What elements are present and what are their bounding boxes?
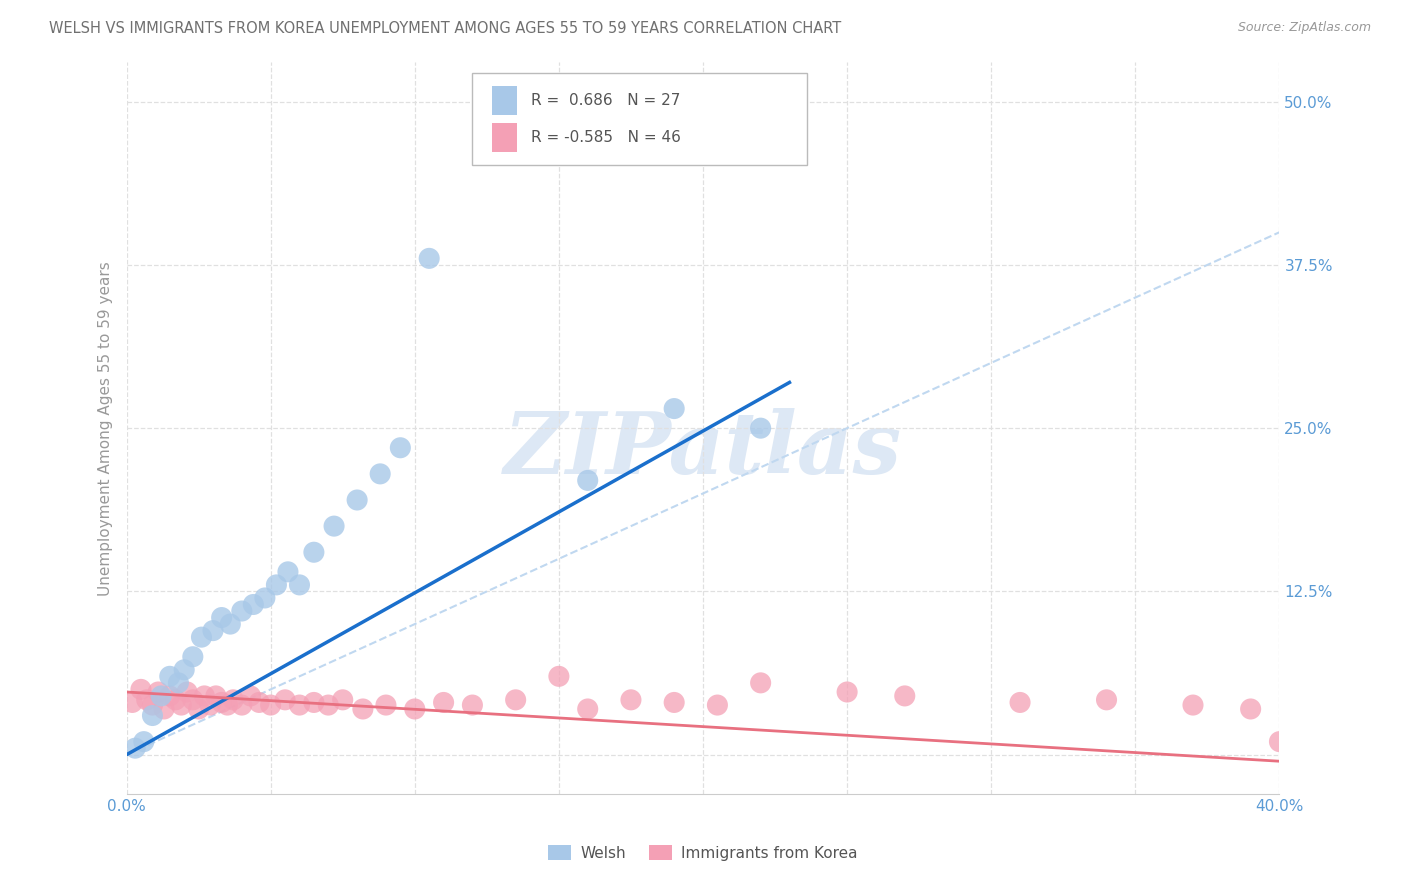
Point xyxy=(576,474,599,488)
Point xyxy=(274,693,297,707)
Legend: Welsh, Immigrants from Korea: Welsh, Immigrants from Korea xyxy=(543,838,863,867)
Point xyxy=(404,702,426,716)
Point xyxy=(318,698,340,712)
Point xyxy=(664,696,686,710)
Point xyxy=(332,693,354,707)
Point xyxy=(323,519,346,533)
Point xyxy=(247,696,270,710)
Point xyxy=(346,493,368,508)
Point xyxy=(706,698,728,712)
Point xyxy=(288,698,311,712)
Point xyxy=(1010,696,1032,710)
Point xyxy=(548,669,571,683)
FancyBboxPatch shape xyxy=(492,86,517,115)
Point xyxy=(211,696,233,710)
Point xyxy=(153,702,176,716)
Point xyxy=(205,689,228,703)
Text: WELSH VS IMMIGRANTS FROM KOREA UNEMPLOYMENT AMONG AGES 55 TO 59 YEARS CORRELATIO: WELSH VS IMMIGRANTS FROM KOREA UNEMPLOYM… xyxy=(49,21,841,36)
Text: Source: ZipAtlas.com: Source: ZipAtlas.com xyxy=(1237,21,1371,34)
Text: R =  0.686   N = 27: R = 0.686 N = 27 xyxy=(531,93,681,108)
Point xyxy=(389,441,412,455)
Point xyxy=(198,698,221,712)
Point xyxy=(170,698,193,712)
Point xyxy=(121,696,143,710)
Point xyxy=(129,682,152,697)
Point xyxy=(219,617,242,632)
Point xyxy=(132,734,155,748)
Point xyxy=(165,693,187,707)
Point xyxy=(352,702,374,716)
Point xyxy=(231,698,253,712)
Point xyxy=(187,702,209,716)
Point xyxy=(202,624,225,638)
Point xyxy=(211,610,233,624)
Point xyxy=(266,578,288,592)
Point xyxy=(193,689,215,703)
Point xyxy=(505,693,527,707)
Y-axis label: Unemployment Among Ages 55 to 59 years: Unemployment Among Ages 55 to 59 years xyxy=(97,260,112,596)
Point xyxy=(124,741,146,756)
Point xyxy=(231,604,253,618)
Point xyxy=(253,591,276,605)
FancyBboxPatch shape xyxy=(492,123,517,153)
Point xyxy=(190,630,212,644)
Point xyxy=(173,663,195,677)
Point xyxy=(239,689,262,703)
Point xyxy=(242,598,264,612)
Point xyxy=(159,669,181,683)
Point xyxy=(418,252,440,266)
Point xyxy=(167,676,190,690)
Point xyxy=(148,685,170,699)
Point xyxy=(150,689,173,703)
Point xyxy=(374,698,398,712)
Text: ZIPatlas: ZIPatlas xyxy=(503,409,903,491)
Point xyxy=(135,693,157,707)
Point xyxy=(141,698,163,712)
Point xyxy=(749,676,772,690)
Point xyxy=(217,698,239,712)
Point xyxy=(664,401,686,416)
Point xyxy=(368,467,391,481)
Point xyxy=(302,545,325,559)
Point xyxy=(141,708,163,723)
Point xyxy=(302,696,325,710)
Text: R = -0.585   N = 46: R = -0.585 N = 46 xyxy=(531,130,681,145)
FancyBboxPatch shape xyxy=(472,73,807,165)
Point xyxy=(461,698,484,712)
Point xyxy=(259,698,281,712)
Point xyxy=(277,565,299,579)
Point xyxy=(176,685,198,699)
Point xyxy=(181,693,204,707)
Point xyxy=(222,693,245,707)
Point xyxy=(1240,702,1263,716)
Point xyxy=(181,649,204,664)
Point xyxy=(749,421,772,435)
Point xyxy=(835,685,858,699)
Point xyxy=(159,689,181,703)
Point xyxy=(894,689,917,703)
Point xyxy=(1268,734,1291,748)
Point xyxy=(433,696,456,710)
Point xyxy=(620,693,643,707)
Point xyxy=(1095,693,1118,707)
Point xyxy=(1181,698,1204,712)
Point xyxy=(576,702,599,716)
Point xyxy=(288,578,311,592)
